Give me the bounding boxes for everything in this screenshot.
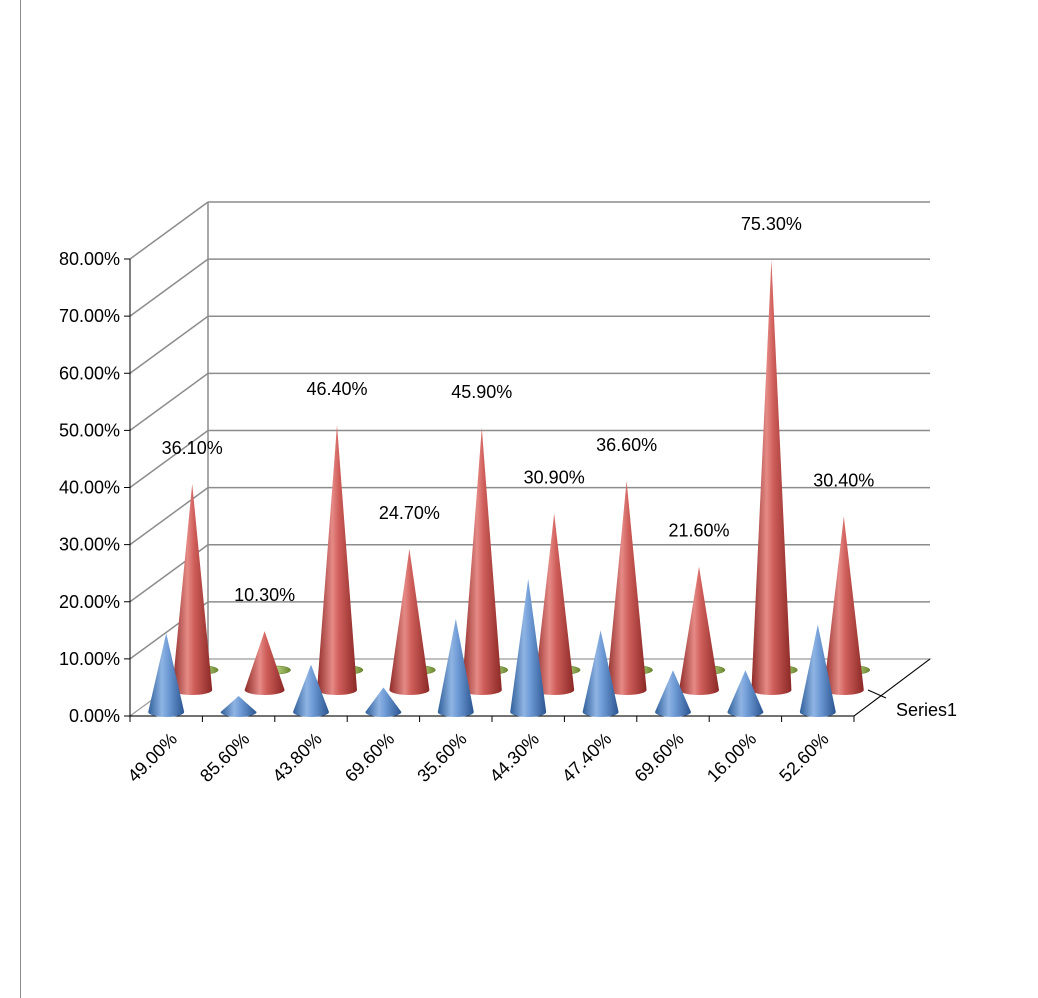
cone-s1 xyxy=(389,548,430,695)
x-tick-label: 52.60% xyxy=(775,729,832,786)
cone-s0 xyxy=(799,624,836,718)
x-tick-label: 44.30% xyxy=(486,729,543,786)
x-tick-label: 69.60% xyxy=(341,729,398,786)
cone-s0 xyxy=(655,670,691,717)
depth-axis-line xyxy=(853,658,931,717)
data-label: 30.40% xyxy=(813,470,874,490)
y-tick-label: 50.00% xyxy=(59,420,120,440)
y-tick-label: 0.00% xyxy=(69,706,120,726)
depth-tick-mark xyxy=(867,689,887,699)
data-label: 21.60% xyxy=(668,521,729,541)
x-tick-label: 49.00% xyxy=(124,729,181,786)
data-label: 45.90% xyxy=(451,382,512,402)
cone-s1 xyxy=(461,427,502,695)
cone-s1 xyxy=(823,516,864,695)
y-tick-label: 20.00% xyxy=(59,592,120,612)
y-axis: 0.00% 10.00% 20.00% 30.00% 40.00% 50.00% 60.00… xyxy=(59,249,131,726)
data-label: 24.70% xyxy=(379,503,440,523)
cone-s0 xyxy=(437,618,474,718)
x-tick-label: 85.60% xyxy=(196,729,253,786)
cone-s1 xyxy=(172,483,213,695)
cone-s0 xyxy=(365,687,402,718)
data-label: 36.60% xyxy=(596,435,657,455)
x-tick-label: 47.40% xyxy=(558,729,615,786)
gridline-side xyxy=(129,201,209,260)
data-labels: 36.10% 10.30% 46.40% 24.70% 45.90% 30.90% 36.6… xyxy=(162,214,875,605)
cone-s1 xyxy=(679,566,719,695)
gridline-side xyxy=(129,315,209,374)
data-label: 46.40% xyxy=(306,379,367,399)
data-label: 75.30% xyxy=(741,214,802,234)
cone-s1 xyxy=(317,424,357,695)
x-tick-label: 16.00% xyxy=(703,729,760,786)
data-label: 30.90% xyxy=(524,467,585,487)
x-tick-label: 43.80% xyxy=(269,729,326,786)
cone-s1 xyxy=(606,480,647,695)
gridline-side xyxy=(129,258,209,317)
x-tick-label: 35.60% xyxy=(413,729,470,786)
data-label: 36.10% xyxy=(162,438,223,458)
x-tick-label: 69.60% xyxy=(631,729,688,786)
cone-s0 xyxy=(293,664,329,717)
depth-axis-label: Series1 xyxy=(896,700,957,720)
gridline-side xyxy=(129,372,209,431)
gridline-side xyxy=(129,429,209,489)
y-tick-label: 60.00% xyxy=(59,363,120,383)
y-tick-label: 40.00% xyxy=(59,478,120,498)
chart-area-border xyxy=(20,0,1038,998)
data-label: 10.30% xyxy=(234,585,295,605)
cone-s0 xyxy=(510,578,547,718)
gridline-side xyxy=(129,487,209,546)
cone-s0 xyxy=(727,670,764,718)
y-tick-label: 70.00% xyxy=(59,306,120,326)
cone-s1 xyxy=(534,513,575,695)
chart-marks xyxy=(148,259,871,718)
cone-s0 xyxy=(148,633,185,718)
cone-s0 xyxy=(220,696,257,718)
y-tick-label: 30.00% xyxy=(59,535,120,555)
y-tick-label: 80.00% xyxy=(59,249,120,269)
y-tick-label: 10.00% xyxy=(59,649,120,669)
cone-s1 xyxy=(751,259,792,695)
cone-s1 xyxy=(244,631,285,695)
cone-s0 xyxy=(582,630,619,718)
